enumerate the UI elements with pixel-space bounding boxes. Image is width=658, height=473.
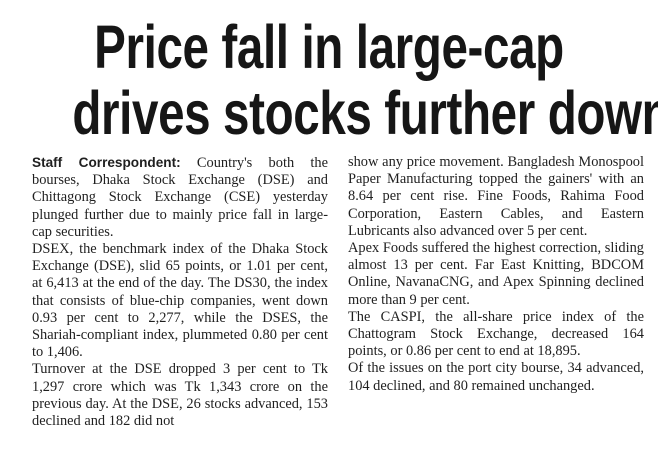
article-body: Staff Correspondent: Country's both the … [32, 154, 644, 470]
article-paragraph: Of the issues on the port city bourse, 3… [348, 360, 644, 394]
article-paragraph: The CASPI, the all-share price index of … [348, 308, 644, 360]
article-column-right: show any price movement. Bangladesh Mono… [348, 154, 644, 395]
article-paragraph: DSEX, the benchmark index of the Dhaka S… [32, 241, 328, 361]
byline: Staff Correspondent: [32, 155, 181, 170]
headline: Price fall in large-cap drives stocks fu… [0, 14, 658, 146]
article-column-left: Staff Correspondent: Country's both the … [32, 154, 328, 430]
headline-line-1: Price fall in large-cap [94, 13, 564, 81]
article-paragraph: Staff Correspondent: Country's both the … [32, 154, 328, 241]
paragraph-text: Country's both the bourses, Dhaka Stock … [32, 155, 328, 240]
article-paragraph: show any price movement. Bangladesh Mono… [348, 154, 644, 239]
article-paragraph: Turnover at the DSE dropped 3 per cent t… [32, 361, 328, 430]
article-paragraph: Apex Foods suffered the highest correcti… [348, 240, 644, 308]
headline-line-2: drives stocks further down [72, 79, 658, 147]
